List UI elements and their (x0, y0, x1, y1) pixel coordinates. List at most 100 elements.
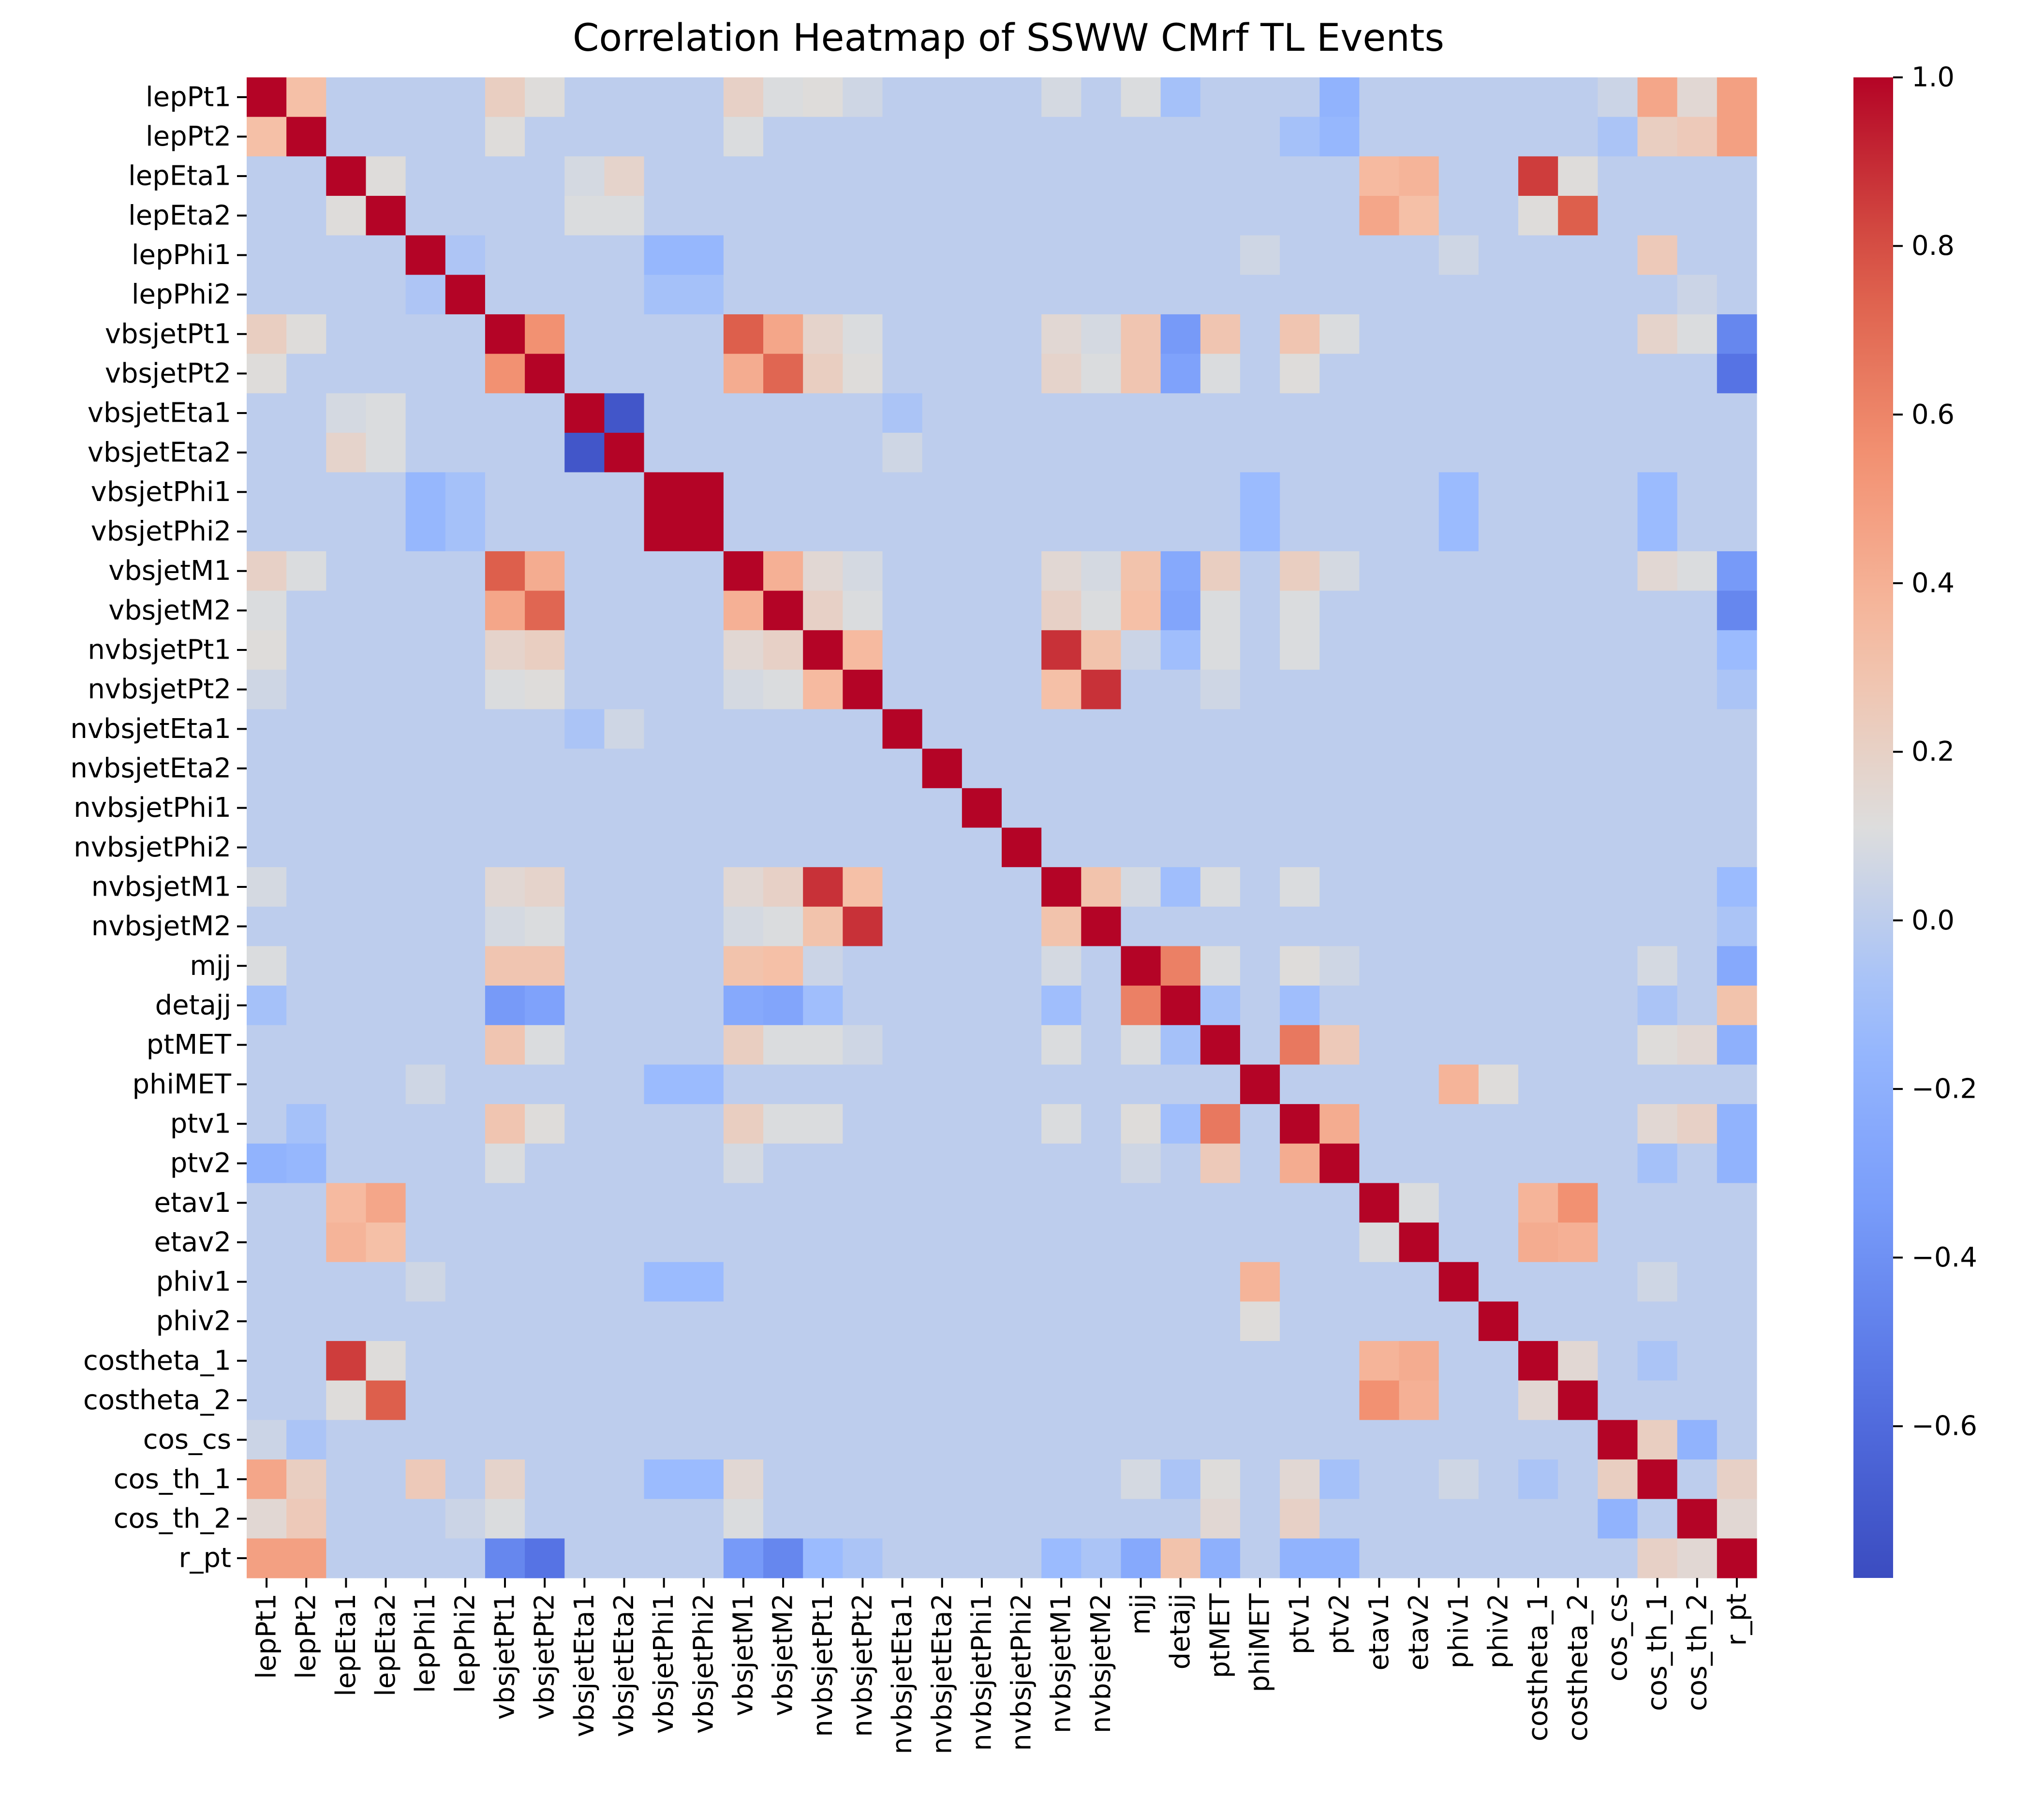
heatmap-cell-nvbsjetEta1-phiv2 (1478, 709, 1519, 749)
heatmap-cell-cos_cs-nvbsjetM1 (1041, 1420, 1081, 1460)
heatmap-cell-vbsjetPt1-lepPt2 (286, 314, 326, 354)
heatmap-cell-nvbsjetPt1-vbsjetM1 (723, 630, 764, 670)
heatmap-cell-detajj-mjj (1121, 986, 1161, 1026)
heatmap-cell-lepPhi1-nvbsjetPt1 (803, 235, 843, 275)
y-tick-label: vbsjetPhi1 (91, 476, 231, 508)
heatmap-cell-vbsjetEta1-phiMET (1240, 393, 1280, 433)
heatmap-cell-vbsjetPhi1-vbsjetPhi1 (644, 472, 684, 512)
heatmap-cell-nvbsjetEta1-vbsjetPt2 (525, 709, 565, 749)
heatmap-cell-cos_th_2-nvbsjetM1 (1041, 1499, 1081, 1539)
heatmap-cell-detajj-lepPhi2 (445, 986, 486, 1026)
heatmap-cell-vbsjetM1-nvbsjetEta2 (922, 551, 963, 591)
heatmap-cell-vbsjetPt1-nvbsjetEta2 (922, 314, 963, 354)
heatmap-cell-etav2-lepPhi1 (405, 1223, 446, 1263)
heatmap-cell-vbsjetPt2-cos_th_2 (1677, 354, 1718, 394)
heatmap-cell-ptv2-lepPhi1 (405, 1143, 446, 1184)
heatmap-cell-lepPhi1-vbsjetM2 (763, 235, 803, 275)
chart-title: Correlation Heatmap of SSWW CMrf TL Even… (573, 16, 1444, 60)
x-tick-label: vbsjetPt2 (529, 1593, 561, 1720)
heatmap-cell-vbsjetM1-ptv1 (1280, 551, 1320, 591)
heatmap-cell-nvbsjetPhi1-vbsjetM2 (763, 788, 803, 828)
heatmap-cell-lepPt1-costheta_2 (1558, 77, 1598, 118)
heatmap-cell-vbsjetEta1-vbsjetPhi1 (644, 393, 684, 433)
heatmap-cell-etav2-etav2 (1399, 1223, 1439, 1263)
heatmap-cell-nvbsjetM2-lepPt1 (247, 906, 287, 947)
heatmap-cell-ptv2-etav1 (1359, 1143, 1400, 1184)
heatmap-cell-nvbsjetPhi2-lepPt1 (247, 827, 287, 868)
heatmap-cell-lepPhi1-etav2 (1399, 235, 1439, 275)
heatmap-cell-vbsjetM1-detajj (1160, 551, 1201, 591)
heatmap-cell-vbsjetPt1-etav2 (1399, 314, 1439, 354)
heatmap-cell-costheta_2-nvbsjetPt2 (843, 1380, 883, 1420)
heatmap-cell-costheta_1-lepEta1 (326, 1341, 367, 1381)
heatmap-cell-mjj-costheta_1 (1518, 946, 1558, 986)
heatmap-cell-nvbsjetEta2-nvbsjetEta1 (882, 749, 923, 789)
heatmap-cell-nvbsjetM2-vbsjetPt2 (525, 906, 565, 947)
y-tick-labels: lepPt1lepPt2lepEta1lepEta2lepPhi1lepPhi2… (70, 81, 247, 1574)
heatmap-cell-lepPhi2-nvbsjetEta1 (882, 275, 923, 315)
heatmap-cell-nvbsjetPhi2-costheta_2 (1558, 827, 1598, 868)
heatmap-cell-phiv1-vbsjetM2 (763, 1262, 803, 1302)
heatmap-cell-nvbsjetEta1-lepEta2 (366, 709, 406, 749)
heatmap-cell-detajj-lepPhi1 (405, 986, 446, 1026)
heatmap-cell-nvbsjetEta1-costheta_2 (1558, 709, 1598, 749)
heatmap-cell-lepPt2-vbsjetPt1 (485, 117, 525, 157)
heatmap-cell-nvbsjetPhi2-nvbsjetPhi1 (962, 827, 1002, 868)
y-tick-label: cos_th_2 (114, 1503, 231, 1534)
heatmap-cell-nvbsjetPt1-vbsjetPhi1 (644, 630, 684, 670)
heatmap-cell-etav2-nvbsjetPt2 (843, 1223, 883, 1263)
heatmap-cell-etav1-lepEta2 (366, 1183, 406, 1223)
heatmap-cell-phiv2-nvbsjetEta2 (922, 1301, 963, 1341)
heatmap-cell-phiv1-nvbsjetPhi1 (962, 1262, 1002, 1302)
heatmap-cell-etav1-r_pt (1717, 1183, 1757, 1223)
heatmap-cell-detajj-vbsjetEta2 (604, 986, 645, 1026)
heatmap-cell-nvbsjetM1-lepEta1 (326, 867, 367, 907)
heatmap-cell-lepPhi2-vbsjetM2 (763, 275, 803, 315)
heatmap-cell-nvbsjetPt1-lepEta2 (366, 630, 406, 670)
heatmap-cell-nvbsjetPt2-vbsjetPt2 (525, 669, 565, 710)
heatmap-cell-cos_th_2-vbsjetEta2 (604, 1499, 645, 1539)
heatmap-cell-cos_cs-ptMET (1200, 1420, 1241, 1460)
heatmap-cell-cos_th_2-cos_cs (1598, 1499, 1638, 1539)
heatmap-cell-detajj-nvbsjetPt1 (803, 986, 843, 1026)
heatmap-cell-nvbsjetPt2-phiv2 (1478, 669, 1519, 710)
heatmap-cell-vbsjetEta1-nvbsjetM2 (1081, 393, 1122, 433)
heatmap-cell-cos_th_2-vbsjetPhi1 (644, 1499, 684, 1539)
heatmap-cell-etav1-etav1 (1359, 1183, 1400, 1223)
heatmap-cell-detajj-phiv2 (1478, 986, 1519, 1026)
heatmap-cell-vbsjetM2-nvbsjetPt1 (803, 590, 843, 631)
heatmap-cell-ptMET-vbsjetPt1 (485, 1025, 525, 1065)
heatmap-cell-vbsjetPhi1-nvbsjetEta1 (882, 472, 923, 512)
heatmap-cell-lepPt2-r_pt (1717, 117, 1757, 157)
heatmap-cell-lepPhi1-lepPhi1 (405, 235, 446, 275)
heatmap-cell-lepEta1-vbsjetPhi2 (683, 156, 724, 196)
heatmap-cell-vbsjetEta2-nvbsjetM1 (1041, 432, 1081, 473)
heatmap-cell-costheta_2-lepPhi2 (445, 1380, 486, 1420)
heatmap-cell-nvbsjetPhi2-ptv2 (1319, 827, 1360, 868)
heatmap-cell-costheta_1-nvbsjetPt2 (843, 1341, 883, 1381)
heatmap-cell-ptMET-nvbsjetPt1 (803, 1025, 843, 1065)
heatmap-cell-nvbsjetM1-vbsjetPhi2 (683, 867, 724, 907)
heatmap-cell-nvbsjetPhi2-nvbsjetEta2 (922, 827, 963, 868)
heatmap-cell-ptv1-nvbsjetPhi2 (1002, 1104, 1042, 1144)
heatmap-cell-ptv2-vbsjetPt1 (485, 1143, 525, 1184)
heatmap-cell-r_pt-lepPhi2 (445, 1538, 486, 1578)
heatmap-cell-cos_cs-vbsjetM2 (763, 1420, 803, 1460)
heatmap-cell-lepPhi2-nvbsjetPhi2 (1002, 275, 1042, 315)
heatmap-cell-nvbsjetPhi1-vbsjetPt1 (485, 788, 525, 828)
heatmap-cell-phiv2-lepEta1 (326, 1301, 367, 1341)
heatmap-cell-nvbsjetPt1-cos_cs (1598, 630, 1638, 670)
heatmap-cell-phiv2-vbsjetEta2 (604, 1301, 645, 1341)
heatmap-cell-r_pt-vbsjetPhi1 (644, 1538, 684, 1578)
heatmap-cell-lepEta2-lepPhi2 (445, 195, 486, 236)
heatmap-cell-lepEta2-r_pt (1717, 195, 1757, 236)
heatmap-cell-lepPhi1-detajj (1160, 235, 1201, 275)
heatmap-cell-ptv2-lepPt1 (247, 1143, 287, 1184)
heatmap-cell-lepEta1-vbsjetM1 (723, 156, 764, 196)
heatmap-cell-costheta_2-mjj (1121, 1380, 1161, 1420)
heatmap-cell-costheta_2-vbsjetEta2 (604, 1380, 645, 1420)
heatmap-cell-costheta_1-nvbsjetEta1 (882, 1341, 923, 1381)
x-tick-label: nvbsjetEta1 (887, 1593, 918, 1754)
heatmap-cell-lepPt2-vbsjetPhi2 (683, 117, 724, 157)
heatmap-cell-lepPt1-vbsjetPhi1 (644, 77, 684, 118)
